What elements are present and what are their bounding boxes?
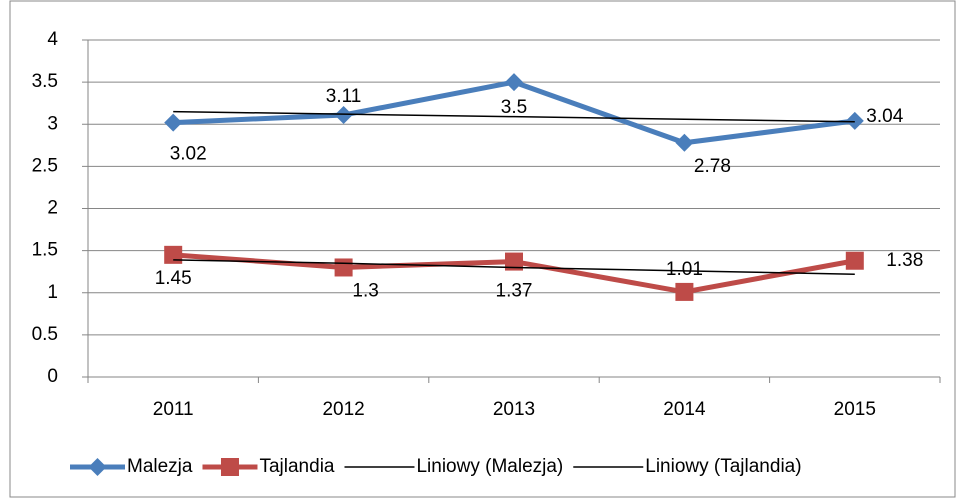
y-tick-label: 1.5 bbox=[32, 240, 58, 261]
x-tick-label: 2015 bbox=[834, 399, 876, 420]
x-tick-label: 2011 bbox=[153, 399, 194, 420]
y-tick-label: 0 bbox=[47, 366, 58, 387]
marker bbox=[505, 73, 523, 92]
legend-marker bbox=[88, 458, 107, 476]
y-tick-label: 2 bbox=[47, 198, 58, 219]
marker bbox=[164, 245, 183, 264]
legend-label: Liniowy (Tajlandia) bbox=[645, 456, 801, 477]
chart-border bbox=[9, 0, 956, 498]
trend-line bbox=[173, 110, 855, 123]
data-label: 1.45 bbox=[155, 268, 192, 289]
data-label: 3.11 bbox=[326, 86, 362, 107]
y-tick-label: 1 bbox=[47, 282, 58, 303]
legend-marker bbox=[220, 458, 239, 476]
y-tick-label: 3.5 bbox=[32, 71, 58, 92]
marker bbox=[845, 251, 864, 270]
data-label: 1.38 bbox=[886, 250, 923, 271]
y-tick-label: 0.5 bbox=[32, 324, 58, 345]
data-label: 1.3 bbox=[352, 280, 378, 301]
marker bbox=[845, 111, 864, 130]
x-tick-label: 2014 bbox=[663, 399, 706, 420]
legend-label: Malezja bbox=[127, 456, 193, 477]
x-tick-label: 2012 bbox=[322, 399, 364, 420]
legend-label: Tajlandia bbox=[259, 456, 334, 477]
data-label: 3.02 bbox=[170, 144, 207, 165]
x-tick-label: 2013 bbox=[493, 399, 535, 420]
data-label: 1.37 bbox=[496, 281, 533, 302]
marker bbox=[675, 133, 694, 152]
marker bbox=[334, 105, 353, 124]
y-tick-label: 3 bbox=[47, 113, 58, 134]
trend-line bbox=[173, 259, 855, 275]
data-label: 3.04 bbox=[866, 106, 903, 127]
data-label: 3.5 bbox=[501, 97, 527, 118]
data-label: 1.01 bbox=[666, 259, 703, 280]
data-label: 2.78 bbox=[694, 156, 731, 177]
y-tick-label: 4 bbox=[47, 29, 58, 50]
marker bbox=[164, 113, 183, 132]
marker bbox=[334, 258, 353, 277]
legend-label: Liniowy (Malezja) bbox=[416, 456, 563, 477]
marker bbox=[505, 252, 523, 271]
marker bbox=[675, 282, 694, 301]
y-tick-label: 2.5 bbox=[32, 155, 58, 176]
